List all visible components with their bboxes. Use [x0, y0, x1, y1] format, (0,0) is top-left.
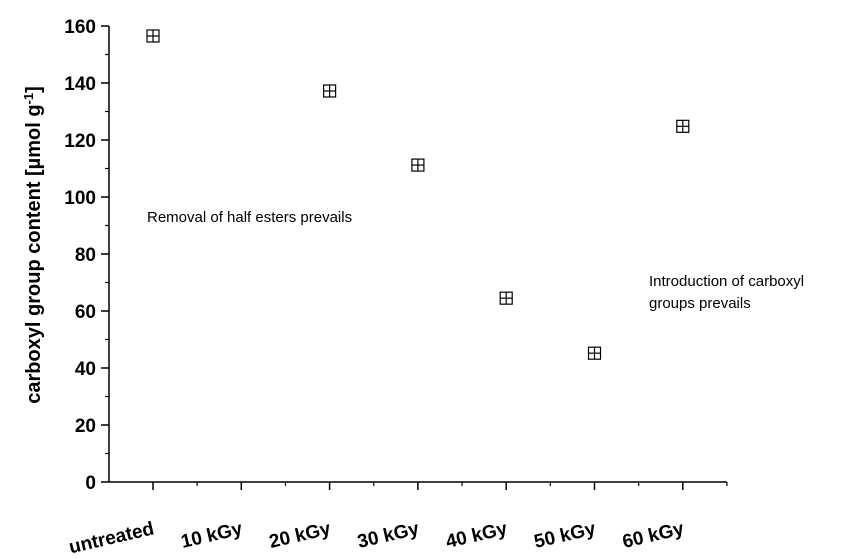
annotation-introduction-line-1: Introduction of carboxyl — [649, 273, 804, 290]
y-tick-label: 20 — [75, 416, 96, 437]
data-point — [499, 291, 513, 305]
y-ticks: 0 20 40 60 80 100 120 140 160 — [64, 17, 109, 494]
y-axis-title-end: ] — [23, 86, 45, 93]
svg-text:carboxyl group content [µmol g: carboxyl group content [µmol g-1] — [21, 86, 46, 404]
y-axis-title: carboxyl group content [µmol g-1] — [21, 86, 46, 404]
y-tick-label: 0 — [85, 473, 96, 494]
x-tick-label: 50 kGy — [532, 518, 598, 553]
x-tick-label: 30 kGy — [356, 518, 422, 553]
y-tick-label: 60 — [75, 302, 96, 323]
x-tick-label: 60 kGy — [620, 518, 686, 553]
y-tick-label: 40 — [75, 359, 96, 380]
y-axis-title-superscript: -1 — [21, 93, 36, 105]
y-tick-label: 120 — [64, 131, 96, 152]
y-tick-label: 140 — [64, 74, 96, 95]
y-tick-label: 160 — [64, 17, 96, 38]
x-tick-label: 10 kGy — [179, 518, 245, 553]
y-tick-label: 100 — [64, 188, 96, 209]
data-points — [146, 29, 690, 360]
annotation-introduction-line-2: groups prevails — [649, 295, 751, 312]
x-tick-label: 40 kGy — [444, 518, 510, 553]
data-point — [411, 158, 425, 172]
x-ticks: untreated 10 kGy 20 kGy 30 kGy 40 kGy 50 kGy 6… — [67, 482, 728, 558]
data-point — [323, 84, 337, 98]
axes — [108, 26, 727, 483]
data-point — [587, 346, 602, 360]
data-point — [676, 119, 690, 133]
x-tick-label: untreated — [67, 518, 156, 558]
x-tick-label: 20 kGy — [267, 518, 333, 553]
annotation-removal: Removal of half esters prevails — [147, 209, 352, 226]
y-axis-title-main: carboxyl group content [µmol g — [23, 104, 45, 403]
annotation-removal-line-1: Removal of half esters prevails — [147, 209, 352, 226]
y-tick-label: 80 — [75, 245, 96, 266]
data-point — [146, 29, 160, 43]
annotation-introduction: Introduction of carboxyl groups prevails — [649, 273, 804, 312]
